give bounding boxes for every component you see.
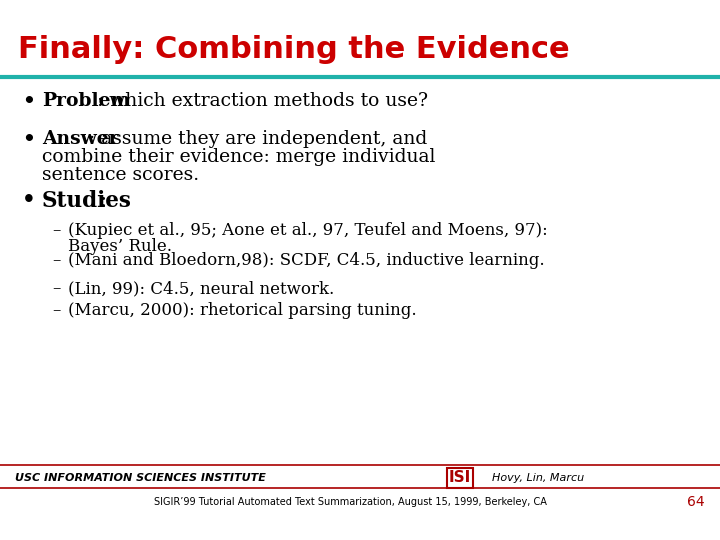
Text: (Kupiec et al., 95; Aone et al., 97, Teufel and Moens, 97):: (Kupiec et al., 95; Aone et al., 97, Teu…: [68, 222, 548, 239]
Text: –: –: [52, 252, 60, 269]
Text: Finally: Combining the Evidence: Finally: Combining the Evidence: [18, 35, 570, 64]
Text: USC INFORMATION SCIENCES INSTITUTE: USC INFORMATION SCIENCES INSTITUTE: [15, 473, 266, 483]
Text: •: •: [22, 130, 35, 149]
Text: Bayes’ Rule.: Bayes’ Rule.: [68, 238, 172, 255]
Text: :: :: [100, 190, 107, 212]
Text: Problem: Problem: [42, 92, 130, 110]
Text: (Lin, 99): C4.5, neural network.: (Lin, 99): C4.5, neural network.: [68, 280, 334, 297]
Text: : assume they are independent, and: : assume they are independent, and: [89, 130, 427, 148]
Text: Studies: Studies: [42, 190, 132, 212]
Text: •: •: [22, 190, 36, 210]
Text: •: •: [22, 92, 35, 111]
Text: ISI: ISI: [449, 470, 471, 485]
Text: Hovy, Lin, Marcu: Hovy, Lin, Marcu: [492, 473, 584, 483]
Text: 64: 64: [688, 495, 705, 509]
Text: SIGIR’99 Tutorial Automated Text Summarization, August 15, 1999, Berkeley, CA: SIGIR’99 Tutorial Automated Text Summari…: [153, 497, 546, 507]
Text: : which extraction methods to use?: : which extraction methods to use?: [96, 92, 428, 110]
Text: –: –: [52, 222, 60, 239]
Text: –: –: [52, 280, 60, 297]
Text: –: –: [52, 302, 60, 319]
Text: Answer: Answer: [42, 130, 119, 148]
Text: (Mani and Bloedorn,98): SCDF, C4.5, inductive learning.: (Mani and Bloedorn,98): SCDF, C4.5, indu…: [68, 252, 544, 269]
Text: combine their evidence: merge individual: combine their evidence: merge individual: [42, 148, 436, 166]
Text: sentence scores.: sentence scores.: [42, 166, 199, 184]
Text: (Marcu, 2000): rhetorical parsing tuning.: (Marcu, 2000): rhetorical parsing tuning…: [68, 302, 417, 319]
